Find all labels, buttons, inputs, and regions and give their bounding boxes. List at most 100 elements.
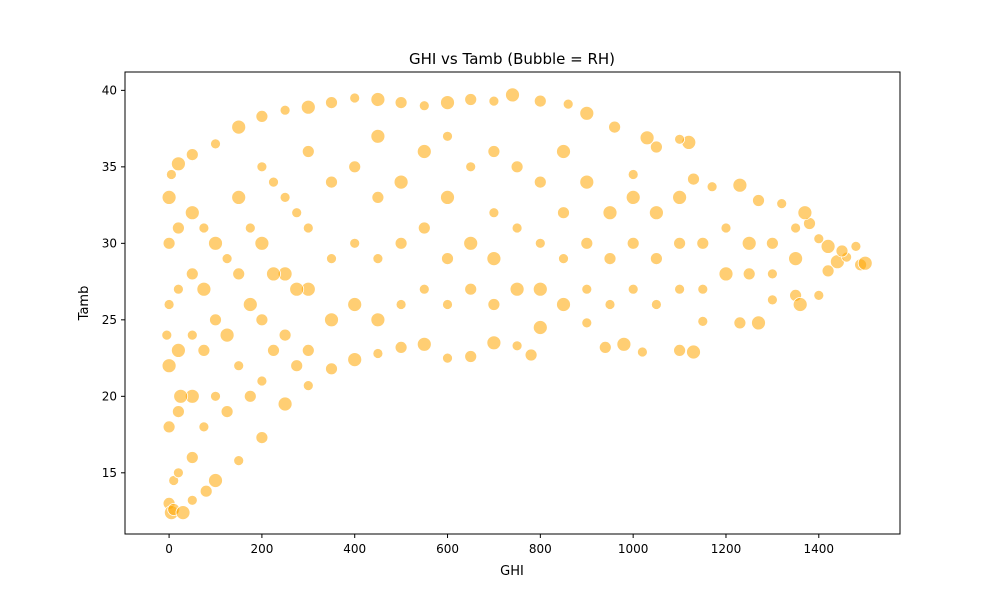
data-point — [325, 362, 338, 376]
data-point — [616, 336, 632, 352]
data-point — [326, 253, 337, 265]
data-point — [524, 348, 538, 362]
data-point — [603, 252, 617, 266]
y-tick-label: 30 — [102, 236, 117, 250]
data-point — [813, 289, 825, 301]
data-point — [416, 336, 432, 352]
ticks-layer: 0 200 400 600 800 1000 1200 1400 15 20 25 30 35 40 — [102, 83, 834, 556]
data-point — [650, 252, 663, 266]
data-point — [279, 104, 291, 116]
data-point — [372, 253, 384, 265]
data-point — [776, 198, 788, 210]
data-point — [417, 221, 431, 235]
data-point — [627, 169, 639, 180]
data-point — [557, 206, 570, 220]
data-point — [268, 176, 279, 188]
data-point — [394, 236, 408, 250]
data-point — [197, 343, 211, 357]
data-point — [233, 455, 245, 467]
data-point — [488, 207, 500, 219]
data-point — [324, 312, 339, 328]
data-point — [627, 283, 639, 295]
data-point — [185, 148, 199, 162]
data-point — [394, 340, 408, 354]
data-point — [487, 145, 501, 158]
data-point — [186, 329, 198, 341]
data-point — [231, 119, 247, 135]
data-point — [697, 283, 709, 295]
data-point — [509, 281, 525, 297]
y-axis-label: Tamb — [77, 286, 92, 322]
data-point — [751, 315, 766, 331]
data-point — [393, 174, 409, 190]
data-point — [394, 96, 408, 109]
data-point — [231, 189, 247, 205]
x-tick-label: 400 — [343, 542, 366, 556]
data-point — [797, 205, 813, 221]
data-point — [372, 348, 384, 359]
data-point — [442, 130, 453, 142]
data-point — [850, 240, 862, 252]
data-point — [487, 298, 501, 311]
data-point — [220, 405, 234, 419]
data-point — [198, 222, 210, 234]
data-point — [210, 390, 221, 402]
data-point — [267, 343, 280, 357]
data-point — [255, 110, 269, 123]
data-point — [533, 175, 547, 189]
data-point — [488, 95, 500, 107]
x-axis-label: GHI — [500, 564, 524, 579]
data-point — [165, 169, 177, 180]
data-point — [733, 316, 747, 330]
x-tick-label: 200 — [250, 542, 273, 556]
data-point — [813, 233, 825, 245]
data-point — [533, 94, 547, 108]
chart-title: GHI vs Tamb (Bubble = RH) — [409, 50, 615, 68]
data-point — [163, 299, 175, 310]
data-point — [441, 252, 454, 266]
data-point — [556, 144, 571, 159]
data-point — [604, 299, 616, 310]
points-layer — [161, 87, 873, 520]
x-tick-label: 600 — [436, 542, 459, 556]
y-tick-label: 40 — [102, 83, 117, 97]
data-point — [608, 120, 621, 134]
data-point — [696, 236, 710, 250]
data-point — [161, 358, 177, 374]
data-point — [835, 244, 849, 258]
data-point — [465, 161, 477, 173]
data-point — [255, 313, 269, 327]
data-point — [766, 236, 779, 250]
data-point — [254, 235, 270, 251]
data-point — [395, 299, 407, 310]
data-point — [505, 87, 520, 103]
data-point — [442, 299, 453, 310]
data-point — [347, 297, 363, 312]
data-point — [440, 95, 455, 110]
data-point — [510, 160, 524, 174]
data-point — [650, 140, 663, 154]
data-point — [598, 340, 612, 354]
data-point — [697, 315, 709, 327]
data-point — [173, 388, 189, 404]
data-point — [256, 375, 268, 387]
data-point — [579, 174, 595, 190]
data-point — [792, 297, 808, 312]
data-point — [291, 207, 303, 219]
data-point — [442, 352, 453, 364]
data-point — [325, 175, 338, 189]
data-point — [175, 505, 191, 520]
data-point — [534, 237, 546, 249]
data-point — [349, 237, 361, 249]
data-point — [172, 283, 184, 295]
data-point — [511, 222, 523, 234]
data-point — [243, 389, 257, 403]
data-point — [162, 420, 176, 434]
x-tick-label: 1400 — [804, 542, 835, 556]
data-point — [687, 172, 700, 186]
data-point — [558, 253, 569, 265]
data-point — [302, 380, 314, 392]
data-point — [674, 283, 685, 295]
